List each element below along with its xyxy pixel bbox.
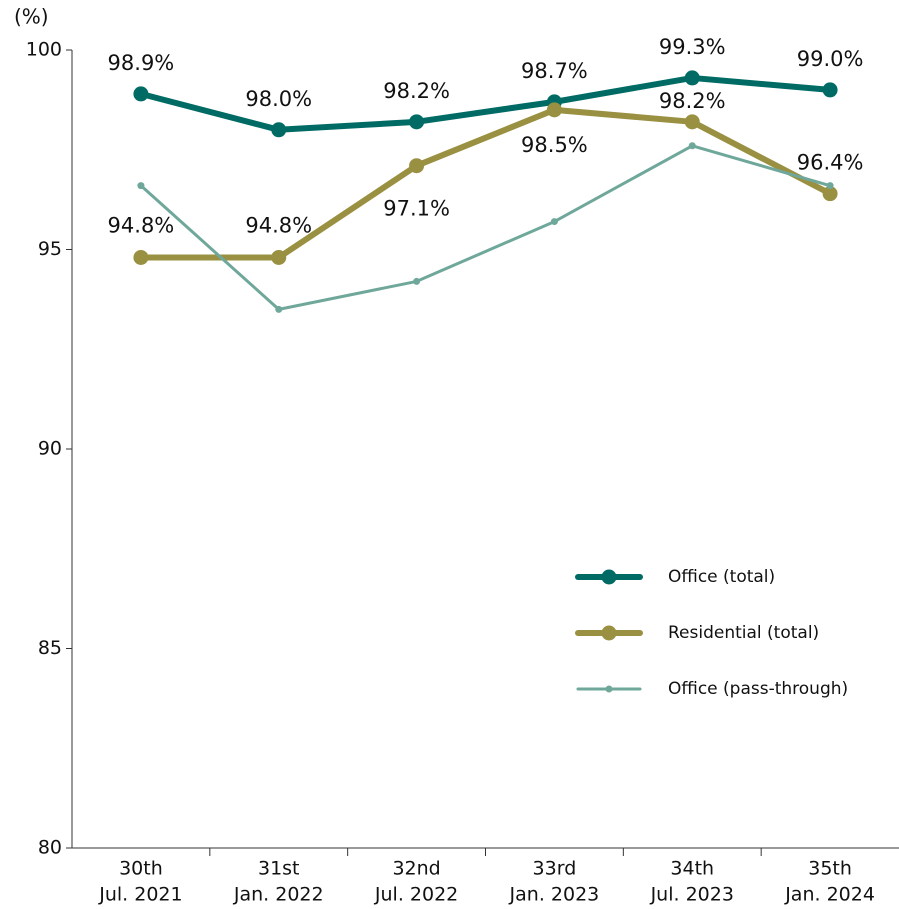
legend-label: Residential (total) [668, 623, 819, 643]
data-point [133, 86, 149, 102]
data-point [275, 305, 283, 313]
y-tick-label: 100 [26, 39, 62, 61]
legend-marker [601, 569, 617, 585]
x-tick-label: Jan. 2023 [509, 884, 600, 906]
x-tick-label: Jan. 2022 [233, 884, 324, 906]
data-point [271, 249, 287, 265]
data-point [684, 70, 700, 86]
x-tick-label: 34th [670, 858, 714, 880]
data-point [133, 249, 149, 265]
data-point [271, 122, 287, 138]
data-label: 94.8% [245, 213, 312, 237]
y-tick-label: 90 [38, 438, 62, 460]
series-line [140, 74, 831, 133]
data-point [546, 102, 562, 118]
series-line [139, 144, 831, 311]
x-tick-label: Jul. 2023 [650, 884, 734, 906]
legend-marker [601, 625, 617, 641]
legend-label: Office (pass-through) [668, 679, 848, 699]
data-point [822, 186, 838, 202]
data-label: 96.4% [797, 151, 864, 175]
data-label: 98.7% [521, 59, 588, 83]
y-tick-label: 85 [38, 637, 62, 659]
data-point [409, 158, 425, 174]
data-point [137, 182, 145, 190]
x-tick-label: 32nd [392, 858, 440, 880]
y-axis-label: (%) [14, 5, 49, 29]
data-label: 97.1% [383, 197, 450, 221]
x-tick-label: 31st [258, 858, 300, 880]
data-label: 98.5% [521, 133, 588, 157]
x-tick-label: 33rd [533, 858, 577, 880]
data-label: 99.0% [797, 47, 864, 71]
x-tick-label: Jul. 2022 [374, 884, 458, 906]
series-line [140, 106, 832, 261]
data-point [550, 218, 558, 226]
legend-label: Office (total) [668, 567, 775, 587]
data-point [684, 114, 700, 130]
data-label: 98.2% [659, 89, 726, 113]
data-label: 98.0% [245, 87, 312, 111]
data-point [413, 277, 421, 285]
x-tick-label: 35th [808, 858, 852, 880]
data-label: 94.8% [108, 213, 175, 237]
data-point [822, 82, 838, 98]
data-point [688, 142, 696, 150]
data-point [826, 182, 834, 190]
y-tick-label: 95 [38, 238, 62, 260]
x-tick-label: Jan. 2024 [784, 884, 875, 906]
x-tick-label: Jul. 2021 [98, 884, 182, 906]
data-label: 98.9% [108, 51, 175, 75]
data-point [409, 114, 425, 130]
data-label: 98.2% [383, 79, 450, 103]
y-tick-label: 80 [38, 837, 62, 859]
data-label: 99.3% [659, 35, 726, 59]
x-tick-label: 30th [119, 858, 163, 880]
legend-marker [605, 685, 613, 693]
